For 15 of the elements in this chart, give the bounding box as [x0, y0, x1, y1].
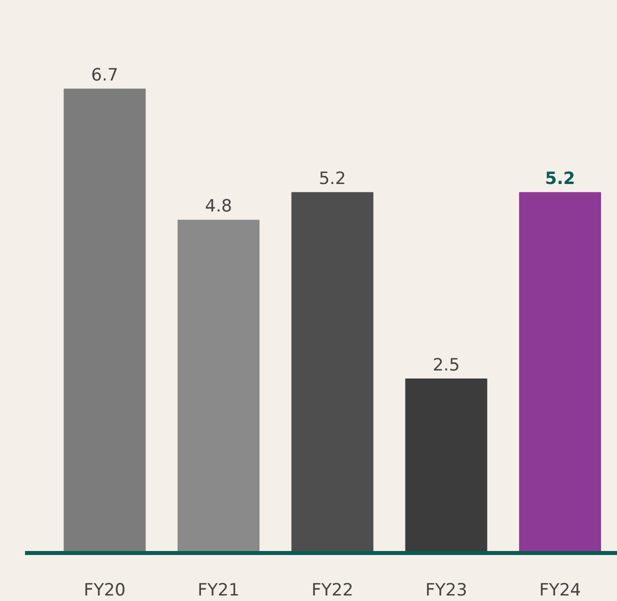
- bar: [178, 220, 260, 551]
- bar: [519, 192, 602, 551]
- data-label: 4.8: [205, 196, 232, 217]
- x-tick-label: FY20: [84, 580, 126, 600]
- data-label: 2.5: [432, 355, 460, 376]
- x-tick-label: FY24: [539, 580, 581, 600]
- data-label: 5.2: [545, 169, 576, 190]
- bar: [405, 378, 488, 551]
- x-tick-label: FY22: [311, 580, 354, 600]
- bar: [64, 88, 146, 551]
- bar: [291, 192, 374, 551]
- x-tick-label: FY21: [198, 580, 240, 600]
- data-label: 6.7: [91, 66, 118, 86]
- x-tick-label: FY23: [425, 580, 468, 600]
- data-label: 5.2: [318, 169, 346, 190]
